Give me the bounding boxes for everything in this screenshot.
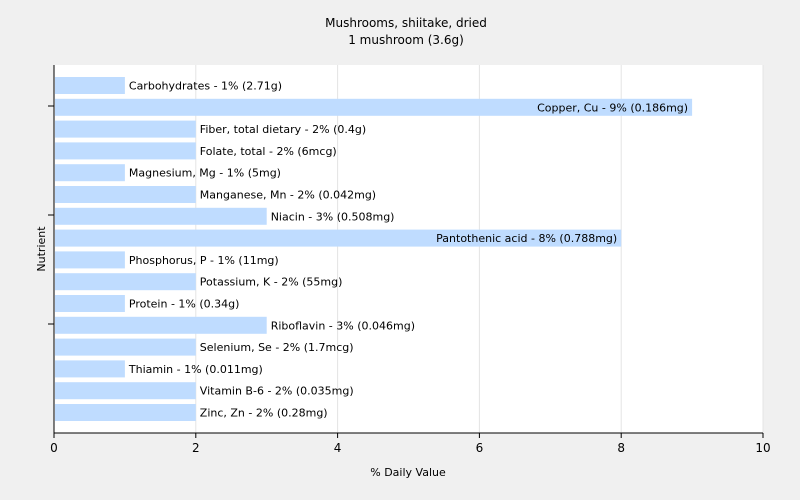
plot-area [54,65,763,433]
bar [55,164,125,182]
bar [55,120,196,138]
x-axis-label: % Daily Value [370,466,446,479]
bar [55,316,267,334]
bars [55,77,693,421]
bar-label: Phosphorus, P - 1% (11mg) [129,254,279,267]
bar [55,98,693,116]
y-axis-ticks [48,105,54,325]
bar-label: Selenium, Se - 2% (1.7mcg) [200,341,354,354]
chart-subtitle: 1 mushroom (3.6g) [348,33,464,47]
bar-label: Niacin - 3% (0.508mg) [271,210,395,223]
bar [55,360,125,378]
bar [55,207,267,225]
y-axis-label: Nutrient [35,226,48,272]
bar-label: Riboflavin - 3% (0.046mg) [271,319,415,332]
bar [55,404,196,421]
bar [55,251,125,269]
bar-label: Vitamin B-6 - 2% (0.035mg) [200,385,354,398]
x-tick-label: 2 [192,441,200,455]
bar [55,295,125,312]
bar-label: Manganese, Mn - 2% (0.042mg) [200,189,376,202]
chart-title: Mushrooms, shiitake, dried [325,16,487,30]
x-tick-label: 4 [334,441,342,455]
bar-label: Magnesium, Mg - 1% (5mg) [129,167,281,180]
bar [55,338,196,356]
x-tick-label: 0 [50,441,58,455]
bar-label: Zinc, Zn - 2% (0.28mg) [200,407,328,420]
bar [55,273,196,291]
x-axis-ticks: 0 2 4 6 8 10 [50,433,771,455]
bar-label: Folate, total - 2% (6mcg) [200,145,337,158]
bar-label: Fiber, total dietary - 2% (0.4g) [200,123,366,136]
x-tick-label: 10 [755,441,770,455]
bar [55,77,125,94]
bar-labels: Carbohydrates - 1% (2.71g) Copper, Cu - 9… [128,80,688,420]
bar-label: Copper, Cu - 9% (0.186mg) [537,101,688,114]
bar [55,142,196,160]
bar-label: Potassium, K - 2% (55mg) [200,276,343,289]
bar-label: Pantothenic acid - 8% (0.788mg) [436,232,617,245]
grid [195,65,764,433]
x-tick-label: 6 [476,441,484,455]
bar [55,229,622,247]
bar [55,186,196,203]
x-tick-label: 8 [617,441,625,455]
bar [55,382,196,400]
bar-label: Carbohydrates - 1% (2.71g) [129,80,282,93]
bar-label: Thiamin - 1% (0.011mg) [128,363,263,376]
bar-label: Protein - 1% (0.34g) [129,298,240,311]
